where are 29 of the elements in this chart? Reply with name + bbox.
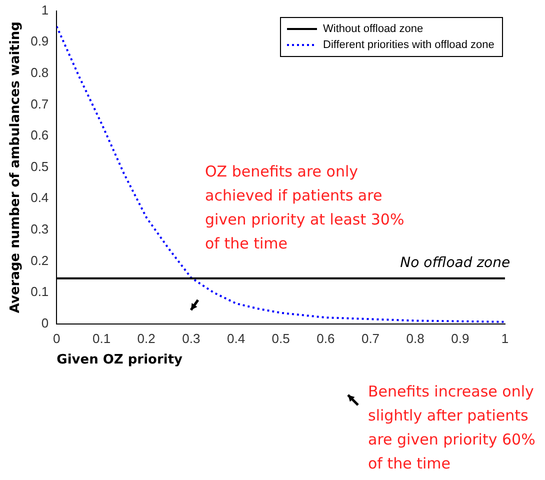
x-axis-title: Given OZ priority	[56, 352, 184, 368]
annotation: No offload zone	[400, 255, 510, 272]
y-tick-label: 0.6	[30, 128, 49, 143]
x-tick-label: 0.6	[316, 331, 335, 346]
y-tick-label: 0.4	[30, 190, 49, 206]
y-tick-label: 0.7	[30, 96, 49, 112]
legend-label: Different priorities with offload zone	[323, 38, 494, 51]
y-tick-label: 0	[41, 315, 49, 330]
x-tick-label: 0.9	[451, 331, 470, 346]
y-axis-title: Average number of ambulances waiting	[8, 22, 24, 314]
x-tick-label: 1	[501, 331, 509, 346]
x-tick-label: 0	[53, 331, 60, 346]
legend-label: Without offload zone	[323, 22, 424, 35]
x-tick-label: 0.8	[406, 331, 424, 346]
x-tick-label: 0.3	[182, 331, 200, 346]
x-tick-label: 0.2	[137, 331, 156, 346]
annotation: OZ benefits are only achieved if patients are given priority at least 30% of the time	[205, 162, 404, 252]
y-tick-label: 0.5	[30, 158, 49, 174]
y-tick-label: 1	[41, 2, 49, 18]
x-tick-label: 0.7	[361, 331, 380, 346]
y-tick-label: 0.3	[30, 221, 49, 236]
y-tick-label: 0.9	[30, 34, 49, 49]
y-tick-label: 0.1	[30, 284, 49, 300]
y-tick-label: 0.8	[30, 64, 49, 80]
x-tick-label: 0.4	[226, 331, 246, 346]
text: Benefits increase only slightly after patients are given priority 60% of the time	[368, 382, 536, 472]
x-tick-label: 0.5	[272, 331, 290, 346]
x-tick-label: 0.1	[92, 331, 111, 346]
y-tick-label: 0.2	[30, 252, 49, 268]
